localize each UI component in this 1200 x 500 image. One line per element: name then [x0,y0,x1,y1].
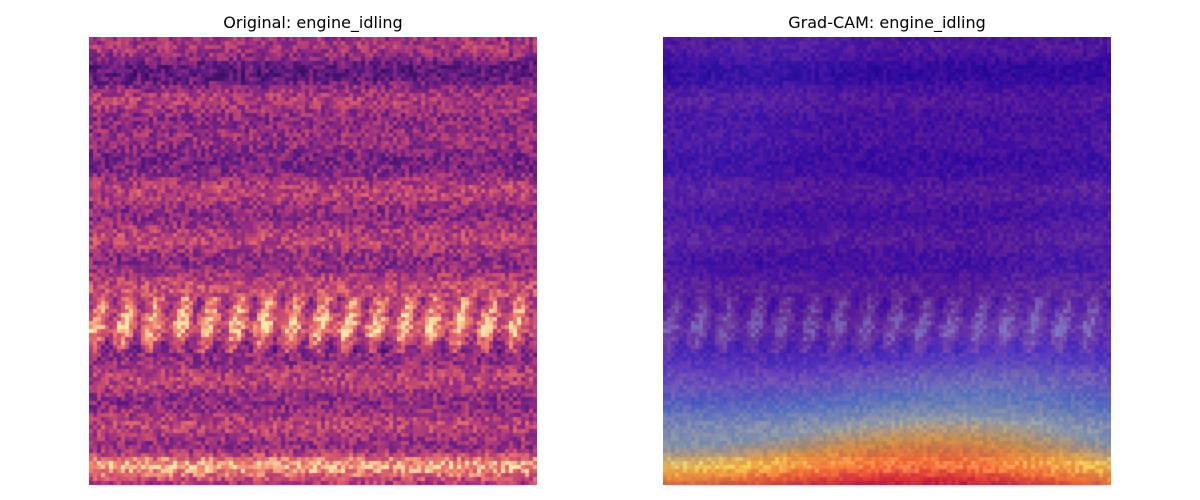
original-spectrogram-image [89,37,537,485]
gradcam-overlay-image [663,37,1111,485]
original-panel-title: Original: engine_idling [223,13,403,32]
gradcam-panel-title: Grad-CAM: engine_idling [788,13,986,32]
